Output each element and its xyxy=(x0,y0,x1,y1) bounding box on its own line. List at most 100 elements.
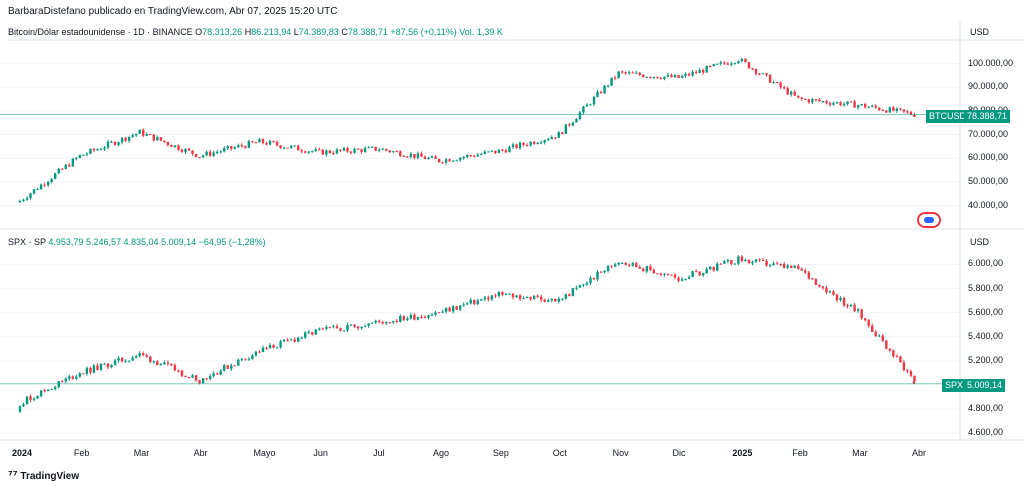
candle-body xyxy=(198,380,201,384)
candle-body xyxy=(328,326,332,328)
candle-body xyxy=(906,111,909,113)
candle-body xyxy=(793,91,796,96)
x-tick-label: Mar xyxy=(852,448,868,458)
x-tick-label: 2025 xyxy=(732,448,753,458)
btc-legend: Bitcoin/Dólar estadounidense · 1D · BINA… xyxy=(8,27,503,37)
candle-body xyxy=(561,298,564,300)
candle-body xyxy=(50,389,53,391)
candle-body xyxy=(645,266,649,272)
candle-body xyxy=(103,363,106,365)
candle-body xyxy=(550,137,553,140)
candle-body xyxy=(701,69,705,73)
candle-body xyxy=(737,61,740,64)
candle-body xyxy=(606,265,610,271)
candle-body xyxy=(871,105,874,107)
spx-symbol-tag: SPX xyxy=(942,379,967,392)
candle-body xyxy=(582,106,585,113)
candle-body xyxy=(786,265,789,268)
candle-body xyxy=(233,147,236,149)
candle-body xyxy=(127,136,131,141)
candle-body xyxy=(779,263,782,265)
candle-body xyxy=(363,326,367,328)
y-tick-label: 50.000,00 xyxy=(968,175,1009,186)
x-tick-label: Jun xyxy=(313,448,328,458)
candle-body xyxy=(899,108,902,110)
candle-body xyxy=(892,107,895,111)
candle-body xyxy=(205,378,208,380)
candle-body xyxy=(416,316,420,320)
candle-body xyxy=(564,294,568,299)
candle-body xyxy=(32,398,36,400)
candle-body xyxy=(761,259,765,261)
candle-body xyxy=(25,396,29,405)
candle-body xyxy=(194,375,198,381)
candle-body xyxy=(501,149,504,151)
candle-body xyxy=(152,361,155,363)
candle-body xyxy=(515,144,518,148)
candle-body xyxy=(782,264,786,268)
candle-body xyxy=(768,265,772,267)
candle-body xyxy=(508,293,511,295)
candle-body xyxy=(96,365,99,370)
candle-body xyxy=(797,265,800,269)
candle-body xyxy=(705,65,708,73)
candle-body xyxy=(131,357,134,361)
candle-body xyxy=(902,109,906,112)
candle-body xyxy=(684,278,687,280)
candle-body xyxy=(631,72,634,74)
candle-body xyxy=(184,375,187,377)
candle-body xyxy=(680,279,684,281)
candle-body xyxy=(339,328,342,331)
candle-body xyxy=(420,316,423,318)
candle-body xyxy=(226,365,229,369)
candle-body xyxy=(821,286,825,288)
candle-body xyxy=(286,147,289,149)
candle-body xyxy=(219,151,222,153)
candle-body xyxy=(64,164,67,169)
candle-body xyxy=(173,365,177,371)
candle-body xyxy=(392,320,395,323)
candle-body xyxy=(437,158,441,163)
candle-body xyxy=(494,150,497,154)
candle-body xyxy=(543,140,546,143)
candle-body xyxy=(258,351,261,353)
candle-body xyxy=(353,148,356,153)
candle-body xyxy=(173,145,177,147)
candle-body xyxy=(275,347,279,349)
candle-body xyxy=(582,284,585,286)
candle-body xyxy=(385,322,388,324)
candle-body xyxy=(730,260,733,264)
candle-body xyxy=(613,264,617,267)
y-tick-label: 60.000,00 xyxy=(968,152,1009,163)
candle-body xyxy=(536,295,539,297)
candle-body xyxy=(117,142,120,145)
candle-body xyxy=(198,157,201,159)
candle-body xyxy=(113,360,117,365)
candle-body xyxy=(518,295,522,299)
candle-body xyxy=(575,287,578,289)
candle-body xyxy=(874,105,877,108)
candle-body xyxy=(85,367,89,374)
candle-body xyxy=(430,314,434,316)
candle-body xyxy=(825,101,828,104)
candle-body xyxy=(124,137,127,141)
candle-body xyxy=(550,298,553,301)
candle-body xyxy=(620,262,624,264)
candle-body xyxy=(888,348,892,351)
candle-body xyxy=(159,364,163,366)
candle-body xyxy=(349,324,353,326)
candle-body xyxy=(687,73,691,76)
candle-body xyxy=(782,87,786,89)
candle-body xyxy=(839,298,842,301)
candle-body xyxy=(888,107,892,113)
tradingview-logo-icon: ⁷⁷ xyxy=(8,469,18,482)
candle-body xyxy=(885,110,888,113)
candle-body xyxy=(744,259,747,262)
candle-body xyxy=(511,144,515,147)
candle-body xyxy=(811,278,814,280)
candle-body xyxy=(610,265,613,267)
event-flag-icon[interactable] xyxy=(917,212,941,228)
candle-body xyxy=(712,64,715,67)
candle-body xyxy=(603,270,606,273)
